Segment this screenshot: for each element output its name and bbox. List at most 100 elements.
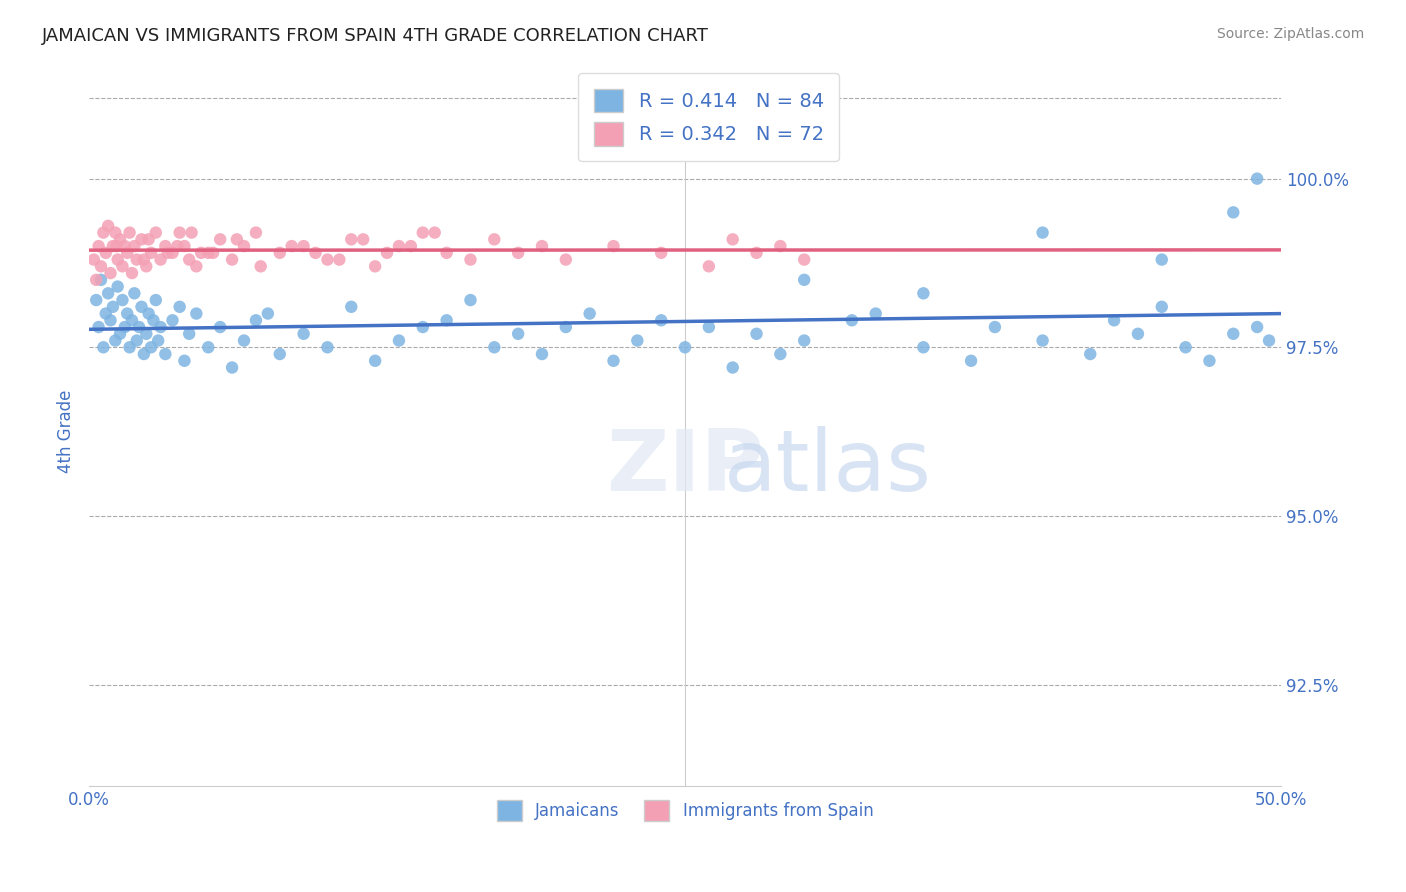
Point	[375, 245, 398, 260]
Point	[108, 232, 131, 246]
Text: JAMAICAN VS IMMIGRANTS FROM SPAIN 4TH GRADE CORRELATION CHART: JAMAICAN VS IMMIGRANTS FROM SPAIN 4TH GR…	[42, 27, 709, 45]
Point	[412, 226, 434, 240]
Point	[554, 252, 576, 267]
Point	[139, 340, 162, 354]
Point	[179, 326, 201, 341]
Point	[673, 340, 696, 354]
Point	[412, 320, 434, 334]
Point	[156, 245, 179, 260]
Point	[1198, 353, 1220, 368]
Point	[697, 320, 720, 334]
Point	[257, 307, 280, 321]
Point	[436, 313, 458, 327]
Point	[107, 279, 129, 293]
Point	[93, 340, 115, 354]
Point	[121, 266, 143, 280]
Point	[145, 293, 167, 307]
Point	[865, 307, 887, 321]
Point	[100, 266, 122, 280]
Point	[249, 260, 271, 274]
Point	[87, 239, 110, 253]
Point	[115, 307, 138, 321]
Point	[626, 334, 648, 348]
Point	[97, 219, 120, 233]
Point	[162, 245, 184, 260]
Point	[1032, 334, 1054, 348]
Point	[138, 307, 160, 321]
Point	[149, 320, 172, 334]
Point	[83, 252, 105, 267]
Point	[280, 239, 302, 253]
Point	[233, 334, 256, 348]
Point	[94, 307, 117, 321]
Point	[1102, 313, 1125, 327]
Point	[388, 334, 411, 348]
Point	[269, 245, 291, 260]
Point	[721, 360, 744, 375]
Point	[1222, 205, 1244, 219]
Point	[1222, 326, 1244, 341]
Point	[460, 293, 482, 307]
Point	[108, 326, 131, 341]
Point	[225, 232, 247, 246]
Point	[125, 334, 148, 348]
Point	[233, 239, 256, 253]
Point	[316, 252, 339, 267]
Point	[166, 239, 188, 253]
Point	[111, 260, 134, 274]
Point	[388, 239, 411, 253]
Point	[132, 252, 155, 267]
Point	[104, 226, 127, 240]
Point	[960, 353, 983, 368]
Point	[1258, 334, 1281, 348]
Point	[190, 245, 212, 260]
Point	[118, 340, 141, 354]
Point	[121, 313, 143, 327]
Point	[104, 334, 127, 348]
Point	[90, 260, 112, 274]
Text: ZIP: ZIP	[606, 425, 763, 508]
Point	[131, 232, 153, 246]
Point	[292, 326, 315, 341]
Point	[221, 360, 243, 375]
Point	[912, 340, 935, 354]
Point	[554, 320, 576, 334]
Point	[209, 320, 232, 334]
Point	[148, 334, 170, 348]
Point	[316, 340, 339, 354]
Point	[745, 326, 768, 341]
Point	[173, 353, 195, 368]
Point	[1246, 320, 1268, 334]
Point	[484, 340, 506, 354]
Point	[186, 307, 208, 321]
Point	[93, 226, 115, 240]
Point	[135, 260, 157, 274]
Point	[602, 353, 624, 368]
Point	[131, 300, 153, 314]
Point	[105, 239, 128, 253]
Point	[912, 286, 935, 301]
Point	[1126, 326, 1149, 341]
Point	[155, 239, 177, 253]
Point	[328, 252, 350, 267]
Text: atlas: atlas	[724, 425, 932, 508]
Point	[173, 239, 195, 253]
Point	[124, 239, 146, 253]
Point	[1174, 340, 1197, 354]
Point	[100, 313, 122, 327]
Point	[169, 226, 191, 240]
Point	[221, 252, 243, 267]
Point	[114, 320, 136, 334]
Point	[793, 273, 815, 287]
Point	[650, 313, 672, 327]
Point	[697, 260, 720, 274]
Point	[138, 232, 160, 246]
Point	[793, 334, 815, 348]
Point	[436, 245, 458, 260]
Point	[1032, 226, 1054, 240]
Point	[87, 320, 110, 334]
Point	[125, 252, 148, 267]
Point	[292, 239, 315, 253]
Point	[149, 252, 172, 267]
Point	[650, 245, 672, 260]
